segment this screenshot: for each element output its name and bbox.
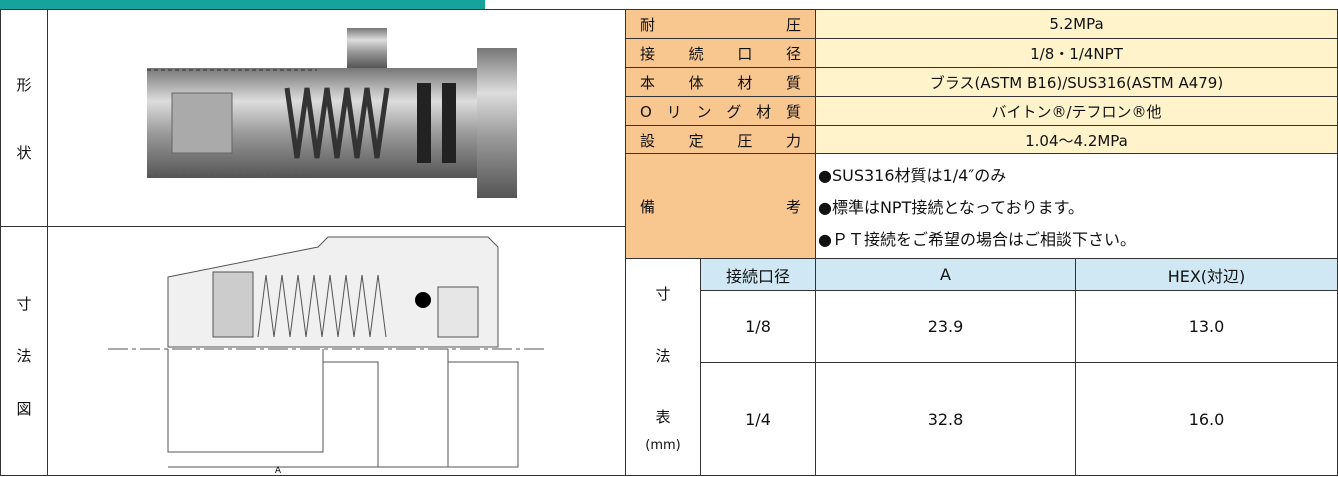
dimension-table-label-part: 寸 — [655, 285, 671, 304]
drawing-cell: A — [47, 226, 626, 476]
drawing-label-cell: 寸 法 図 — [0, 226, 48, 476]
shape-label-cell: 形 状 — [0, 9, 48, 227]
dimension-header: A — [815, 258, 1076, 291]
dimension-cell: 23.9 — [815, 290, 1076, 363]
spec-value: 1/8・1/4NPT — [815, 38, 1338, 68]
drawing-label: 寸 — [16, 294, 32, 313]
dimension-table-label: 寸 法 表 (mm) — [625, 258, 701, 476]
photo-cell — [47, 9, 626, 227]
dimension-cell: 32.8 — [815, 362, 1076, 476]
spec-label: 本体材質 — [640, 73, 801, 92]
remark-line: ●ＰＴ接続をご希望の場合はご相談下さい。 — [818, 230, 1136, 249]
product-photo — [146, 28, 517, 198]
dimension-cell: 1/4 — [700, 362, 816, 476]
dimension-table-label-part: (mm) — [645, 437, 681, 453]
dimension-table-label-part: 表 — [655, 408, 671, 427]
dimension-mark: A — [275, 466, 282, 476]
spec-label: Oリング材質 — [640, 102, 801, 121]
top-bar — [0, 0, 485, 9]
remarks-label-cell: 備考 — [625, 153, 816, 259]
remark-line: ●SUS316材質は1/4″のみ — [818, 166, 1007, 185]
spec-label: 設定圧力 — [640, 131, 801, 150]
shape-label: 状 — [16, 143, 32, 162]
remarks-cell: ●SUS316材質は1/4″のみ ●標準はNPT接続となっております。 ●ＰＴ接… — [815, 153, 1338, 259]
dimension-drawing: A — [108, 236, 548, 476]
spec-label-cell: 接続口径 — [625, 38, 816, 68]
spec-value: 1.04〜4.2MPa — [815, 125, 1338, 155]
spec-label-cell: Oリング材質 — [625, 96, 816, 126]
dimension-cell: 1/8 — [700, 290, 816, 363]
spec-label-cell: 設定圧力 — [625, 125, 816, 155]
dimension-table-label-part: 法 — [655, 346, 671, 365]
spec-label-cell: 耐圧 — [625, 9, 816, 39]
remarks-label: 備考 — [640, 197, 801, 216]
spec-label-cell: 本体材質 — [625, 67, 816, 97]
shape-label: 形 — [16, 75, 32, 94]
dimension-cell: 16.0 — [1075, 362, 1338, 476]
spec-label: 耐圧 — [640, 15, 801, 34]
dimension-header: HEX(対辺) — [1075, 258, 1338, 291]
spec-value: 5.2MPa — [815, 9, 1338, 39]
spec-value: バイトン®/テフロン®他 — [815, 96, 1338, 126]
spec-label: 接続口径 — [640, 44, 801, 63]
spec-value: ブラス(ASTM B16)/SUS316(ASTM A479) — [815, 67, 1338, 97]
dimension-header: 接続口径 — [700, 258, 816, 291]
remark-line: ●標準はNPT接続となっております。 — [818, 198, 1084, 217]
drawing-label: 図 — [16, 400, 32, 419]
drawing-label: 法 — [16, 347, 32, 366]
dimension-cell: 13.0 — [1075, 290, 1338, 363]
